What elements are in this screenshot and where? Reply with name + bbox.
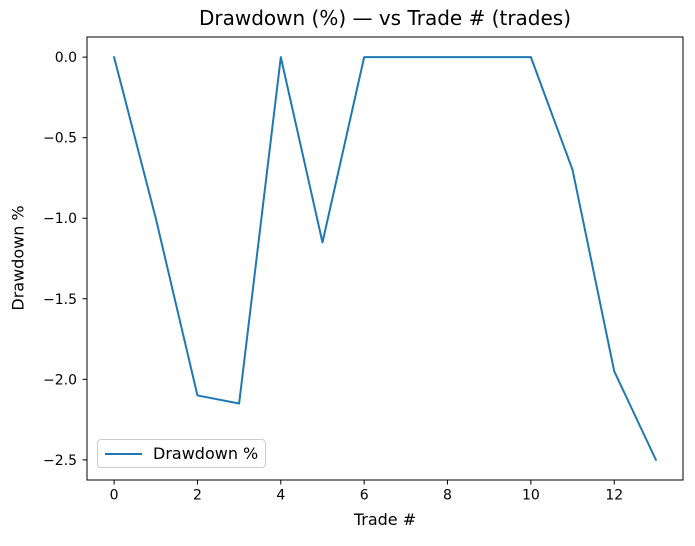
- y-tick-label: −2.5: [43, 453, 77, 469]
- y-tick-label: 0.0: [55, 50, 77, 66]
- y-tick-label: −1.0: [43, 211, 77, 227]
- chart-title: Drawdown (%) — vs Trade # (trades): [198, 6, 572, 30]
- x-tick-label: 12: [605, 488, 623, 504]
- y-tick-label: −2.0: [43, 372, 77, 388]
- x-tick-label: 4: [276, 488, 285, 504]
- legend-label: Drawdown %: [153, 444, 259, 463]
- x-tick-label: 10: [522, 488, 540, 504]
- legend: Drawdown %: [97, 439, 266, 468]
- y-tick-label: −1.5: [43, 292, 77, 308]
- drawdown-series-line: [113, 56, 657, 461]
- x-tick-label: 0: [110, 488, 119, 504]
- legend-line-swatch: [105, 452, 142, 455]
- plot-border: [86, 36, 684, 481]
- y-tick-label: −0.5: [43, 131, 77, 147]
- x-axis-ticks: 0 2 4 6 8 10 12: [110, 480, 623, 504]
- x-tick-label: 6: [360, 488, 369, 504]
- x-tick-label: 8: [443, 488, 452, 504]
- x-tick-label: 2: [193, 488, 202, 504]
- x-axis-label: Trade #: [353, 510, 417, 529]
- y-axis-label: Drawdown %: [8, 205, 28, 311]
- y-axis-ticks: 0.0 −0.5 −1.0 −1.5 −2.0 −2.5: [43, 50, 87, 469]
